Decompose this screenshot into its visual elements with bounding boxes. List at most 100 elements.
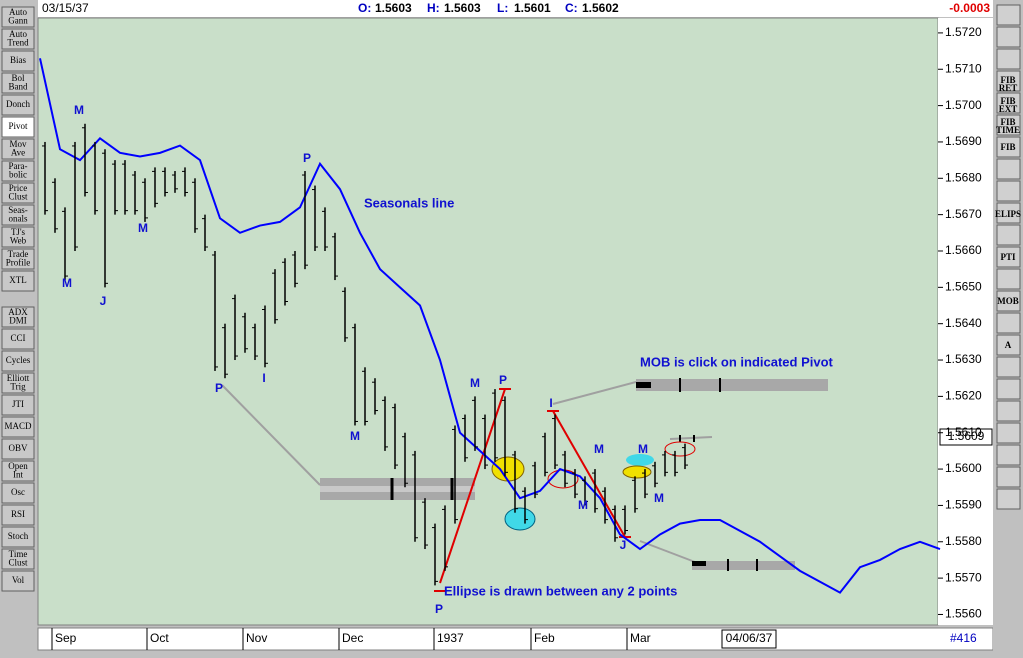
button-label: Open — [8, 461, 28, 471]
pivot-label: I — [262, 371, 265, 385]
y-tick-label: 1.5680 — [945, 170, 982, 184]
pivot-label: J — [100, 294, 107, 308]
x-label: Nov — [246, 631, 267, 645]
button-face — [996, 70, 1021, 92]
tool-button[interactable] — [996, 158, 1021, 180]
tool-button[interactable] — [996, 356, 1021, 378]
tool-button[interactable] — [996, 92, 1021, 114]
ohlc-value: 1.5601 — [514, 1, 551, 15]
button-face — [1, 6, 35, 28]
tool-button[interactable] — [996, 224, 1021, 246]
toolbar-button[interactable]: Seas-onals — [1, 204, 35, 226]
button-face — [1, 394, 35, 416]
toolbar-button[interactable]: RSI — [1, 504, 35, 526]
pivot-label: J — [620, 538, 627, 552]
pivot-label: M — [470, 376, 480, 390]
tool-button[interactable] — [996, 246, 1021, 268]
button-label: Osc — [11, 487, 25, 497]
y-tick-label: 1.5560 — [945, 607, 982, 621]
toolbar-button[interactable]: Pivot — [1, 116, 35, 138]
tool-button[interactable] — [996, 48, 1021, 70]
last-price: 1.5609 — [948, 429, 985, 443]
toolbar-button[interactable]: Bias — [1, 50, 35, 72]
toolbar-button[interactable]: CCI — [1, 328, 35, 350]
tool-button[interactable] — [996, 268, 1021, 290]
toolbar-button[interactable]: OBV — [1, 438, 35, 460]
tool-button[interactable] — [996, 26, 1021, 48]
button-label: Bias — [10, 55, 26, 65]
button-face — [996, 378, 1021, 400]
button-label: CCI — [10, 333, 25, 343]
button-label: Pivot — [8, 121, 28, 131]
seasonal-line — [39, 58, 941, 594]
toolbar-button[interactable]: Osc — [1, 482, 35, 504]
button-label: Cycles — [6, 355, 31, 365]
tool-button[interactable] — [996, 422, 1021, 444]
y-tick-label: 1.5720 — [945, 25, 982, 39]
tool-button[interactable] — [996, 334, 1021, 356]
toolbar-button[interactable]: Vol — [1, 570, 35, 592]
tool-button[interactable] — [996, 202, 1021, 224]
tool-button[interactable] — [996, 70, 1021, 92]
button-face — [1, 504, 35, 526]
button-label: Bol — [11, 73, 25, 83]
button-label: XTL — [9, 275, 27, 285]
tool-button[interactable] — [996, 114, 1021, 136]
tool-button[interactable] — [996, 4, 1021, 26]
tool-button[interactable] — [996, 378, 1021, 400]
y-tick-label: 1.5710 — [945, 61, 982, 75]
button-face — [1, 160, 35, 182]
button-label: Auto — [9, 7, 28, 17]
ohlc-value: 1.5603 — [444, 1, 481, 15]
button-face — [996, 488, 1021, 510]
ohlc-label: O: — [358, 1, 371, 15]
toolbar-button[interactable]: Stoch — [1, 526, 35, 548]
last-price-box — [939, 428, 993, 446]
button-face — [1, 350, 35, 372]
tool-button[interactable] — [996, 488, 1021, 510]
toolbar-button[interactable]: JTI — [1, 394, 35, 416]
tool-button[interactable] — [996, 136, 1021, 158]
button-face — [996, 180, 1021, 202]
toolbar-button[interactable]: MACD — [1, 416, 35, 438]
y-tick-label: 1.5600 — [945, 461, 982, 475]
button-face — [1, 204, 35, 226]
button-face — [1, 226, 35, 248]
tool-button[interactable] — [996, 180, 1021, 202]
tool-button[interactable] — [996, 290, 1021, 312]
pivot-label: M — [638, 442, 648, 456]
toolbar-button[interactable]: Donch — [1, 94, 35, 116]
tool-button[interactable] — [996, 466, 1021, 488]
button-face — [996, 48, 1021, 70]
toolbar-button[interactable]: Para-bolic — [1, 160, 35, 182]
button-face — [996, 4, 1021, 26]
button-face — [996, 224, 1021, 246]
tool-button[interactable] — [996, 400, 1021, 422]
tool-label: FIB — [1000, 117, 1015, 127]
tool-button[interactable] — [996, 312, 1021, 334]
x-label: Mar — [630, 631, 651, 645]
tool-label: FIB — [1000, 75, 1015, 85]
pivot-label: M — [350, 429, 360, 443]
toolbar-button[interactable]: Cycles — [1, 350, 35, 372]
button-label: Stoch — [8, 531, 29, 541]
toolbar-button[interactable]: XTL — [1, 270, 35, 292]
tool-label: A — [1005, 340, 1012, 350]
pivot-label: P — [303, 151, 311, 165]
button-label: Web — [10, 235, 27, 245]
bar-count: #416 — [950, 631, 977, 645]
tool-button[interactable] — [996, 444, 1021, 466]
button-face — [996, 246, 1021, 268]
